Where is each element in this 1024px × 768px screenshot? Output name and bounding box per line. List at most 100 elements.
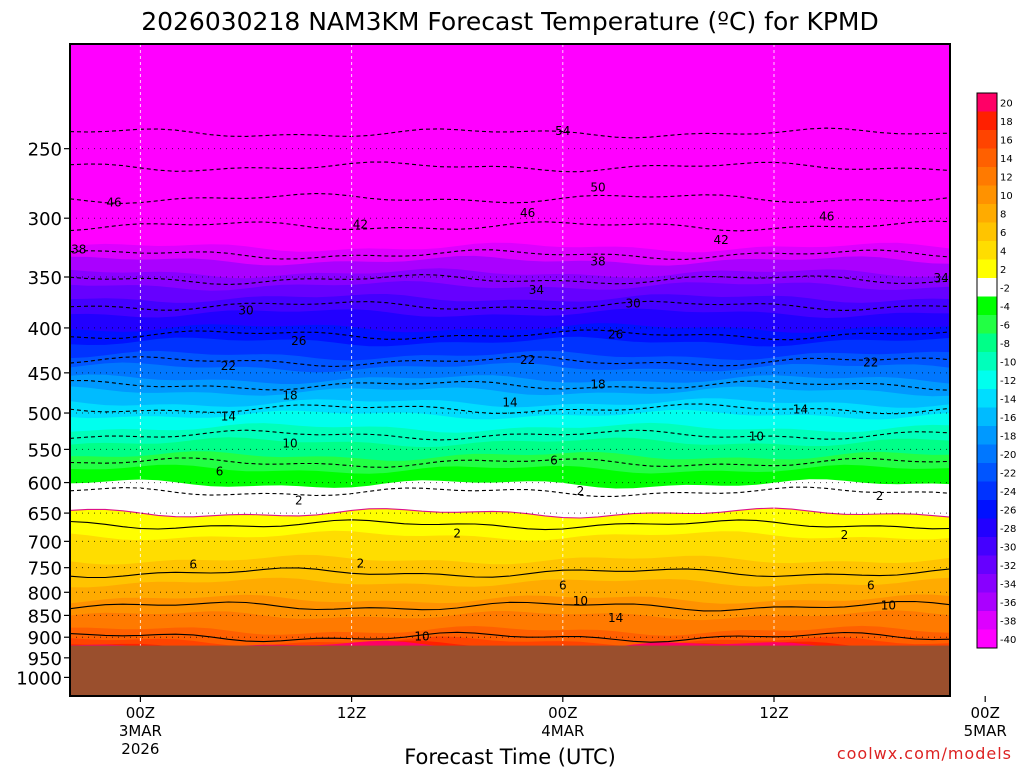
colorbar-swatch--10 <box>977 352 997 371</box>
contour--50 <box>70 161 950 173</box>
y-tick-label: 750 <box>28 559 62 580</box>
colorbar-label: -28 <box>1000 524 1016 535</box>
contour--26 <box>70 329 950 341</box>
colorbar-label: -12 <box>1000 376 1016 387</box>
colorbar-label: 10 <box>1000 191 1013 202</box>
contour-label: 42 <box>353 217 368 231</box>
colorbar: 20 18 16 14 12 10 8 6 4 2 -2 -4 -6 -8 -10 -12 -14 -16 -18 -… <box>976 92 1016 649</box>
colorbar-label: -8 <box>1000 339 1010 350</box>
contour-10 <box>70 600 950 612</box>
colorbar-label: 18 <box>1000 117 1013 128</box>
colorbar-label: -6 <box>1000 320 1010 331</box>
temperature-bands <box>70 44 950 696</box>
contour-lines <box>70 127 950 643</box>
colorbar-swatch-8 <box>977 204 997 223</box>
colorbar-label: -32 <box>1000 561 1016 572</box>
colorbar-swatch--6 <box>977 315 997 334</box>
x-tick-label: 5MAR <box>964 722 1007 740</box>
contour-label: 34 <box>529 283 544 297</box>
contour-label: 26 <box>291 334 306 348</box>
contour-label: 14 <box>608 611 623 625</box>
contour-label: 30 <box>626 296 641 310</box>
contour-label: 2 <box>357 557 365 571</box>
contour-label: 6 <box>559 579 567 593</box>
colorbar-swatch-12 <box>977 167 997 186</box>
colorbar-swatch--34 <box>977 574 997 593</box>
colorbar-swatch--18 <box>977 426 997 445</box>
colorbar-swatch--40 <box>977 629 997 648</box>
y-tick-label: 950 <box>28 649 62 670</box>
colorbar-swatch--4 <box>977 296 997 315</box>
contour-label: 22 <box>863 356 878 370</box>
contour-label: 30 <box>238 303 253 317</box>
x-tick-label: 00Z <box>548 704 577 722</box>
colorbar-label: -36 <box>1000 598 1016 609</box>
x-tick-label: 2026 <box>121 740 159 758</box>
colorbar-label: -30 <box>1000 542 1016 553</box>
contour-label: 22 <box>520 353 535 367</box>
colorbar-swatch--32 <box>977 555 997 574</box>
colorbar-label: -16 <box>1000 413 1016 424</box>
y-tick-label: 550 <box>28 440 62 461</box>
colorbar-swatch--2 <box>977 278 997 297</box>
y-tick-label: 250 <box>28 140 62 161</box>
colorbar-label: -22 <box>1000 468 1016 479</box>
colorbar-label: -40 <box>1000 635 1016 646</box>
colorbar-label: -24 <box>1000 487 1016 498</box>
colorbar-label: -26 <box>1000 505 1016 516</box>
contour-label: 6 <box>189 558 197 572</box>
contour-label: 10 <box>749 429 764 443</box>
colorbar-swatch--36 <box>977 592 997 611</box>
colorbar-swatch--22 <box>977 463 997 482</box>
colorbar-swatch-4 <box>977 241 997 260</box>
contour-label: 42 <box>714 233 729 247</box>
colorbar-swatch--24 <box>977 481 997 500</box>
y-tick-label: 900 <box>28 628 62 649</box>
chart-title: 2026030218 NAM3KM Forecast Temperature (… <box>141 7 879 36</box>
contour-label: 46 <box>106 195 121 209</box>
colorbar-label: -34 <box>1000 579 1016 590</box>
y-tick-label: 800 <box>28 583 62 604</box>
contour-label: 46 <box>819 210 834 224</box>
colorbar-swatch--14 <box>977 389 997 408</box>
colorbar-swatch--20 <box>977 444 997 463</box>
colorbar-swatch-10 <box>977 185 997 204</box>
contour-label: 10 <box>881 598 896 612</box>
contour-label: 18 <box>590 378 605 392</box>
contour--54 <box>70 127 950 139</box>
credit-text: coolwx.com/models <box>837 744 1012 763</box>
contour-label: 46 <box>520 206 535 220</box>
contour-14 <box>70 631 950 643</box>
contour-label: 38 <box>590 254 605 268</box>
colorbar-label: 16 <box>1000 135 1013 146</box>
pressure-axis: 2503003504004505005506006507007508008509… <box>16 140 70 689</box>
colorbar-label: 20 <box>1000 98 1013 109</box>
colorbar-label: 8 <box>1000 209 1006 220</box>
colorbar-swatch-18 <box>977 111 997 130</box>
contour-label: 2 <box>841 528 849 542</box>
contour-label: 2 <box>577 484 585 498</box>
y-tick-label: 600 <box>28 474 62 495</box>
colorbar-label: -4 <box>1000 302 1010 313</box>
y-tick-label: 700 <box>28 532 62 553</box>
contour-label: 26 <box>608 328 623 342</box>
colorbar-swatch--12 <box>977 370 997 389</box>
contour-label: 50 <box>590 180 605 194</box>
contour--34 <box>70 274 950 286</box>
colorbar-label: -38 <box>1000 616 1016 627</box>
colorbar-swatch--16 <box>977 407 997 426</box>
x-tick-label: 12Z <box>759 704 788 722</box>
contour--22 <box>70 356 950 368</box>
colorbar-label: 4 <box>1000 246 1006 257</box>
contour-label: 6 <box>216 464 224 478</box>
ground-below-surface <box>70 645 950 696</box>
colorbar-swatch--26 <box>977 500 997 519</box>
y-tick-label: 300 <box>28 209 62 230</box>
colorbar-swatch--30 <box>977 537 997 556</box>
x-tick-label: 4MAR <box>541 722 584 740</box>
contour--2 <box>70 486 950 498</box>
contour-label: 54 <box>555 124 570 138</box>
contour--42 <box>70 220 950 232</box>
